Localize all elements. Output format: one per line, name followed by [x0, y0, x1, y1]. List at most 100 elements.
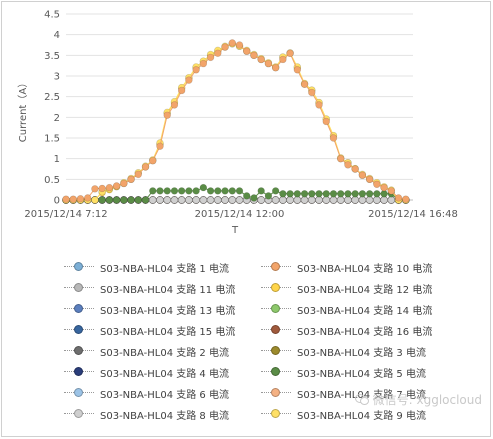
data-point	[279, 190, 287, 198]
data-point	[156, 196, 164, 204]
data-point	[192, 196, 200, 204]
y-tick-label: 2.5	[44, 92, 60, 103]
x-tick-label: 2015/12/14 12:00	[195, 209, 285, 220]
data-point	[206, 53, 215, 62]
data-point	[250, 194, 258, 202]
watermark-text: 微信号: xgglocloud	[372, 393, 482, 407]
data-point	[264, 59, 273, 68]
legend-item: S03-NBA-HL04 支路 16 电流	[261, 321, 432, 339]
data-point	[351, 190, 359, 198]
series-2	[62, 39, 410, 203]
data-point	[76, 195, 85, 203]
y-tick-label: 4.5	[44, 10, 60, 21]
data-point	[228, 39, 236, 47]
legend-label: S03-NBA-HL04 支路 11 电流	[100, 284, 236, 296]
legend-item: S03-NBA-HL04 支路 10 电流	[261, 258, 432, 276]
legend-label: S03-NBA-HL04 支路 2 电流	[100, 347, 229, 359]
data-point	[235, 187, 244, 195]
data-point	[315, 190, 323, 198]
data-point	[134, 196, 142, 204]
data-point	[402, 195, 410, 203]
data-point	[279, 55, 287, 64]
legend-item: S03-NBA-HL04 支路 5 电流	[261, 363, 426, 381]
data-point	[163, 196, 171, 204]
y-tick-label: 0	[54, 196, 60, 207]
data-point	[177, 187, 186, 195]
legend-item: S03-NBA-HL04 支路 1 电流	[64, 258, 229, 276]
x-axis-title: T	[231, 225, 239, 236]
data-point	[141, 163, 150, 171]
legend-marker	[64, 262, 94, 272]
data-point	[257, 196, 265, 204]
data-point	[141, 196, 150, 204]
legend-label: S03-NBA-HL04 支路 14 电流	[297, 305, 433, 317]
data-point	[221, 43, 229, 51]
data-point	[149, 196, 157, 204]
legend-marker	[64, 304, 94, 314]
x-tick-label: 2015/12/14 16:48	[368, 209, 458, 220]
data-point	[358, 190, 367, 198]
legend-item: S03-NBA-HL04 支路 2 电流	[64, 342, 229, 360]
data-point	[221, 196, 229, 204]
legend-marker	[64, 283, 94, 293]
legend-marker	[261, 346, 291, 356]
data-point	[149, 187, 157, 195]
legend-item: S03-NBA-HL04 支路 4 电流	[64, 363, 229, 381]
y-tick-label: 1.5	[44, 134, 60, 145]
series-line	[66, 43, 406, 201]
legend-label: S03-NBA-HL04 支路 16 电流	[297, 326, 433, 338]
legend-marker	[261, 409, 291, 419]
y-tick-label: 3.5	[44, 51, 60, 62]
legend-item: S03-NBA-HL04 支路 6 电流	[64, 384, 229, 402]
data-point	[308, 190, 316, 198]
data-point	[91, 196, 99, 204]
data-point	[177, 196, 186, 204]
data-point	[185, 187, 193, 195]
data-point	[373, 190, 381, 198]
data-point	[329, 134, 338, 142]
legend-marker	[64, 346, 94, 356]
legend-label: S03-NBA-HL04 支路 5 电流	[297, 368, 426, 380]
legend-label: S03-NBA-HL04 支路 13 电流	[100, 305, 236, 317]
data-point	[365, 190, 374, 198]
legend-label: S03-NBA-HL04 支路 12 电流	[297, 284, 433, 296]
data-point	[98, 196, 106, 204]
data-point	[163, 111, 171, 119]
data-point	[286, 196, 294, 204]
legend-item: S03-NBA-HL04 支路 14 电流	[261, 300, 432, 318]
y-tick-label: 4	[54, 30, 60, 41]
data-point	[293, 196, 302, 204]
data-point	[199, 59, 208, 68]
data-point	[235, 41, 244, 49]
legend-item: S03-NBA-HL04 支路 12 电流	[261, 279, 432, 297]
data-point	[351, 196, 359, 204]
series-line	[66, 42, 406, 200]
data-point	[62, 195, 70, 203]
data-point	[322, 196, 330, 204]
series-group	[62, 39, 410, 204]
data-point	[199, 183, 208, 192]
legend-marker	[64, 388, 94, 398]
y-tick-labels: 0 0.5 1 1.5 2 2.5 3 3.5 4 4.5	[44, 10, 60, 207]
data-point	[120, 179, 128, 188]
data-point	[365, 196, 374, 204]
data-point	[156, 187, 164, 195]
data-point	[293, 190, 302, 198]
data-point	[315, 196, 323, 204]
data-point	[322, 117, 330, 126]
data-point	[315, 101, 323, 109]
data-point	[185, 196, 193, 204]
data-point	[214, 196, 222, 204]
data-point	[286, 49, 294, 57]
data-point	[344, 196, 352, 204]
data-point	[243, 192, 251, 200]
data-point	[214, 49, 222, 57]
series-line	[66, 43, 406, 201]
data-point	[337, 154, 345, 163]
data-point	[170, 187, 179, 195]
data-point	[127, 175, 135, 184]
legend-item: S03-NBA-HL04 支路 8 电流	[64, 405, 229, 423]
data-point	[286, 190, 294, 198]
legend-item: S03-NBA-HL04 支路 11 电流	[64, 279, 235, 297]
